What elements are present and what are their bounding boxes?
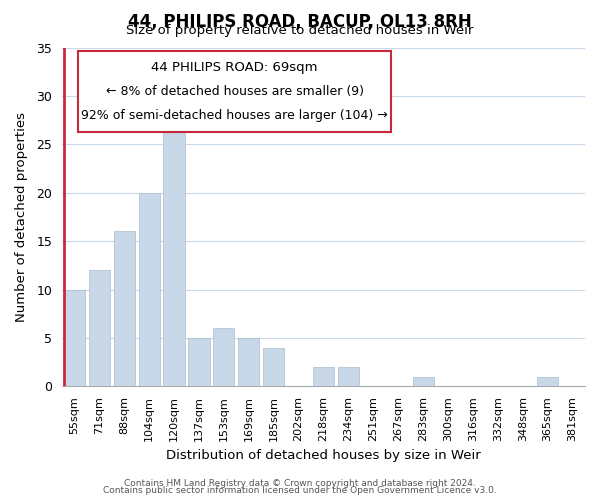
Bar (213, 328, 235, 386)
Text: 92% of semi-detached houses are larger (104) →: 92% of semi-detached houses are larger (… (81, 108, 388, 122)
Bar (188, 338, 209, 386)
Bar (64, 290, 85, 386)
Bar (263, 348, 284, 387)
Text: Size of property relative to detached houses in Weir: Size of property relative to detached ho… (127, 24, 473, 37)
Bar (163, 116, 185, 386)
Text: ← 8% of detached houses are smaller (9): ← 8% of detached houses are smaller (9) (106, 85, 364, 98)
Text: Contains public sector information licensed under the Open Government Licence v3: Contains public sector information licen… (103, 486, 497, 495)
Bar (537, 377, 558, 386)
Bar (89, 270, 110, 386)
Bar (139, 193, 160, 386)
Text: 44 PHILIPS ROAD: 69sqm: 44 PHILIPS ROAD: 69sqm (151, 61, 318, 74)
Text: Contains HM Land Registry data © Crown copyright and database right 2024.: Contains HM Land Registry data © Crown c… (124, 478, 476, 488)
FancyBboxPatch shape (77, 51, 391, 132)
Bar (413, 377, 434, 386)
Y-axis label: Number of detached properties: Number of detached properties (15, 112, 28, 322)
Bar (313, 367, 334, 386)
Bar (338, 367, 359, 386)
Bar (113, 232, 135, 386)
Bar (238, 338, 259, 386)
Text: 44, PHILIPS ROAD, BACUP, OL13 8RH: 44, PHILIPS ROAD, BACUP, OL13 8RH (128, 12, 472, 30)
X-axis label: Distribution of detached houses by size in Weir: Distribution of detached houses by size … (166, 450, 481, 462)
